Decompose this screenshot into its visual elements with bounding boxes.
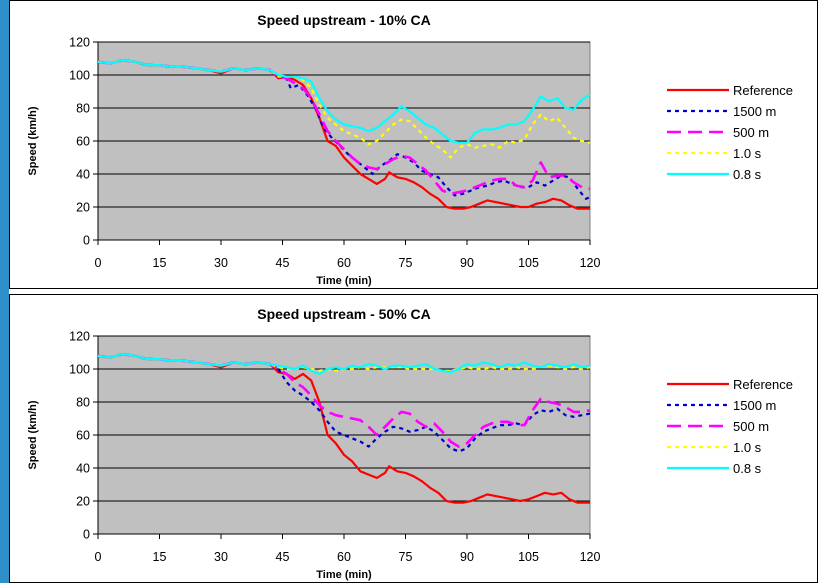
y-tick-label: 60 (76, 135, 90, 149)
y-tick-label: 120 (69, 36, 90, 50)
legend-label-0-8-s: 0.8 s (733, 167, 762, 182)
x-tick-label: 120 (580, 256, 601, 270)
y-tick-label: 120 (69, 330, 90, 344)
x-axis-label: Time (min) (316, 569, 372, 581)
legend-label-500-m: 500 m (733, 419, 769, 434)
y-tick-label: 0 (83, 528, 90, 542)
x-tick-label: 90 (460, 256, 474, 270)
x-tick-label: 105 (518, 550, 539, 564)
x-tick-label: 15 (153, 256, 167, 270)
chart-title: Speed upstream - 10% CA (257, 12, 431, 28)
x-tick-label: 75 (399, 256, 413, 270)
y-tick-label: 80 (76, 102, 90, 116)
legend-label-reference: Reference (733, 83, 793, 98)
y-tick-label: 20 (76, 495, 90, 509)
series-line-1-0-s (97, 353, 591, 372)
chart-panel-50-percent-ca: Speed upstream - 50% CA 0 20 40 60 80 100 120 0 1… (9, 294, 818, 583)
x-tick-label: 75 (399, 550, 413, 564)
y-axis-label: Speed (km/h) (27, 106, 39, 175)
legend-label-500-m: 500 m (733, 125, 769, 140)
chart-50-percent-ca: Speed upstream - 50% CA 0 20 40 60 80 100 120 0 1… (27, 306, 793, 581)
x-tick-label: 45 (276, 550, 290, 564)
legend-label-1500-m: 1500 m (733, 104, 776, 119)
x-tick-label: 90 (460, 550, 474, 564)
series-line-0-8-s (97, 59, 591, 144)
y-tick-label: 20 (76, 201, 90, 215)
x-tick-label: 30 (214, 550, 228, 564)
chart-title: Speed upstream - 50% CA (257, 306, 431, 322)
x-axis-label: Time (min) (316, 275, 372, 287)
legend-label-reference: Reference (733, 377, 793, 392)
y-tick-label: 60 (76, 429, 90, 443)
y-tick-label: 100 (69, 69, 90, 83)
y-axis-label: Speed (km/h) (27, 400, 39, 469)
legend-label-0-8-s: 0.8 s (733, 461, 762, 476)
x-tick-label: 120 (580, 550, 601, 564)
series-line-1500-m (97, 353, 591, 453)
legend-label-1-0-s: 1.0 s (733, 146, 762, 161)
y-tick-label: 100 (69, 363, 90, 377)
y-tick-label: 40 (76, 168, 90, 182)
y-tick-label: 40 (76, 462, 90, 476)
y-tick-label: 80 (76, 396, 90, 410)
x-tick-label: 0 (95, 550, 102, 564)
y-tick-label: 0 (83, 234, 90, 248)
x-tick-label: 0 (95, 256, 102, 270)
chart-panel-10-percent-ca: Speed upstream - 10% CA 0 20 40 60 80 100 120 0 1… (9, 0, 818, 289)
x-tick-label: 105 (518, 256, 539, 270)
x-tick-label: 60 (337, 550, 351, 564)
legend-label-1500-m: 1500 m (733, 398, 776, 413)
legend-label-1-0-s: 1.0 s (733, 440, 762, 455)
x-tick-label: 45 (276, 256, 290, 270)
x-tick-label: 15 (153, 550, 167, 564)
chart-10-percent-ca: Speed upstream - 10% CA 0 20 40 60 80 100 120 0 1… (27, 12, 793, 287)
x-tick-label: 60 (337, 256, 351, 270)
series-line-0-8-s (97, 353, 591, 375)
accent-bar (0, 0, 9, 583)
x-tick-label: 30 (214, 256, 228, 270)
